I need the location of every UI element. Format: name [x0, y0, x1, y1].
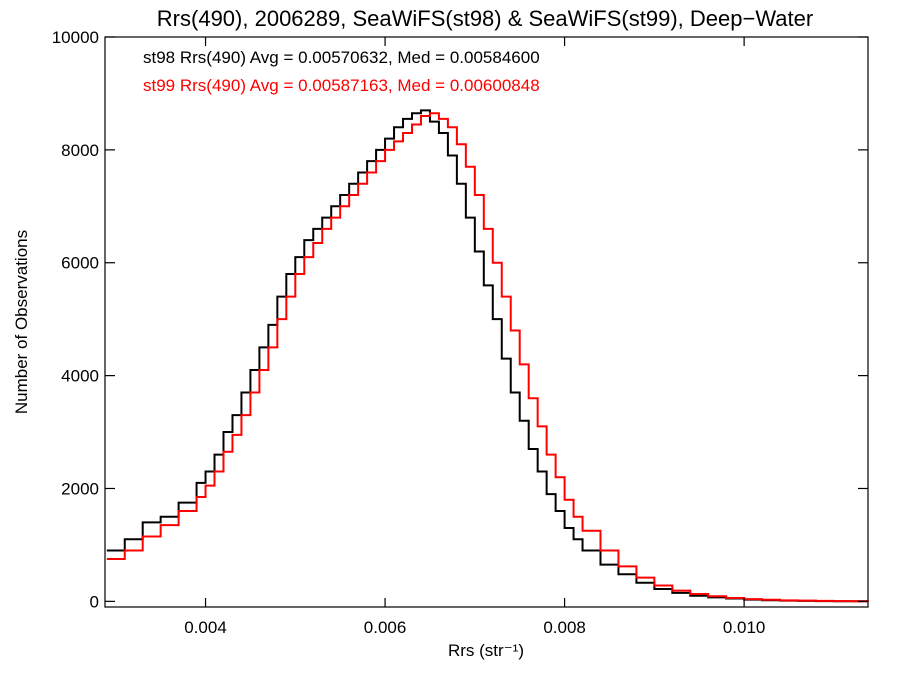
y-tick-label: 4000 [61, 367, 99, 386]
y-axis-label: Number of Observations [12, 230, 31, 414]
series-line-st98 [106, 109, 869, 603]
legend: st98 Rrs(490) Avg = 0.00570632, Med = 0.… [143, 48, 540, 95]
legend-entry-st98: st98 Rrs(490) Avg = 0.00570632, Med = 0.… [143, 48, 540, 67]
plot-frame [104, 36, 869, 608]
x-axis-label: Rrs (str⁻¹) [448, 641, 524, 660]
x-tick-label: 0.010 [723, 618, 766, 637]
series-line-st99 [106, 112, 869, 603]
y-tick-label: 6000 [61, 254, 99, 273]
chart-title: Rrs(490), 2006289, SeaWiFS(st98) & SeaWi… [157, 6, 813, 31]
legend-entry-st99: st99 Rrs(490) Avg = 0.00587163, Med = 0.… [143, 76, 540, 95]
y-tick-label: 0 [90, 592, 99, 611]
x-tick-label: 0.004 [184, 618, 227, 637]
y-tick-label: 8000 [61, 141, 99, 160]
x-tick-label: 0.008 [543, 618, 586, 637]
series-layer [106, 109, 869, 603]
y-tick-label: 2000 [61, 479, 99, 498]
x-tick-label: 0.006 [364, 618, 407, 637]
y-tick-label: 10000 [52, 28, 99, 47]
x-axis: 0.004 0.006 0.008 0.010 [184, 37, 765, 637]
y-axis: 0 2000 4000 6000 8000 10000 [52, 28, 868, 611]
